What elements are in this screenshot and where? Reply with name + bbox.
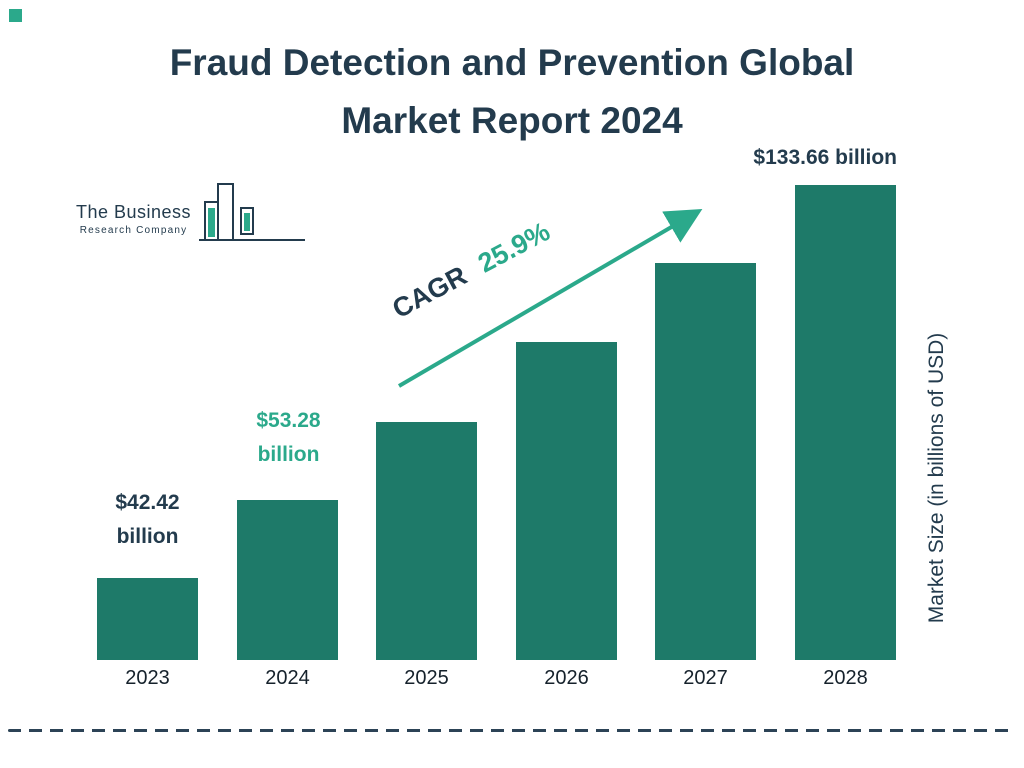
- bottom-dashed-line: [8, 729, 1016, 732]
- page-title-line1: Fraud Detection and Prevention Global: [169, 42, 855, 83]
- x-tick-2028: 2028: [823, 667, 868, 689]
- value-label-2023-unit: billion: [116, 525, 179, 548]
- y-axis-label: Market Size (in billions of USD): [925, 332, 948, 624]
- value-label-2023: $42.42 billion: [75, 486, 220, 554]
- value-label-2024-amount: $53.28: [256, 409, 321, 432]
- value-label-2023-amount: $42.42: [115, 491, 180, 514]
- bar-2026: [516, 342, 617, 660]
- page-title-line2: Market Report 2024: [341, 100, 683, 141]
- page-title: Fraud Detection and Prevention Global Ma…: [0, 34, 1024, 150]
- bar-chart-logo-icon: [199, 183, 305, 241]
- logo-subname: Research Company: [79, 225, 188, 236]
- logo-name: The Business: [76, 202, 192, 222]
- company-logo: The Business Research Company: [62, 178, 305, 248]
- cagr-value: 25.9%: [473, 216, 555, 279]
- cagr-annotation: CAGR 25.9%: [387, 216, 555, 325]
- x-tick-2025: 2025: [404, 667, 449, 689]
- x-tick-2026: 2026: [544, 667, 589, 689]
- bar-2023: [97, 578, 198, 660]
- value-label-2028: $133.66 billion: [753, 146, 897, 169]
- value-label-2024-unit: billion: [257, 443, 320, 466]
- corner-accent-square: [9, 9, 22, 22]
- bar-2027: [655, 263, 756, 660]
- x-tick-2024: 2024: [265, 667, 310, 689]
- x-tick-2027: 2027: [683, 667, 728, 689]
- value-label-2024: $53.28 billion: [216, 404, 361, 472]
- company-logo-text: The Business Research Company: [76, 202, 191, 236]
- x-tick-2023: 2023: [125, 667, 170, 689]
- bar-2024: [237, 500, 338, 660]
- bar-2025: [376, 422, 477, 660]
- cagr-label: CAGR: [387, 260, 472, 325]
- bar-2028: [795, 185, 896, 660]
